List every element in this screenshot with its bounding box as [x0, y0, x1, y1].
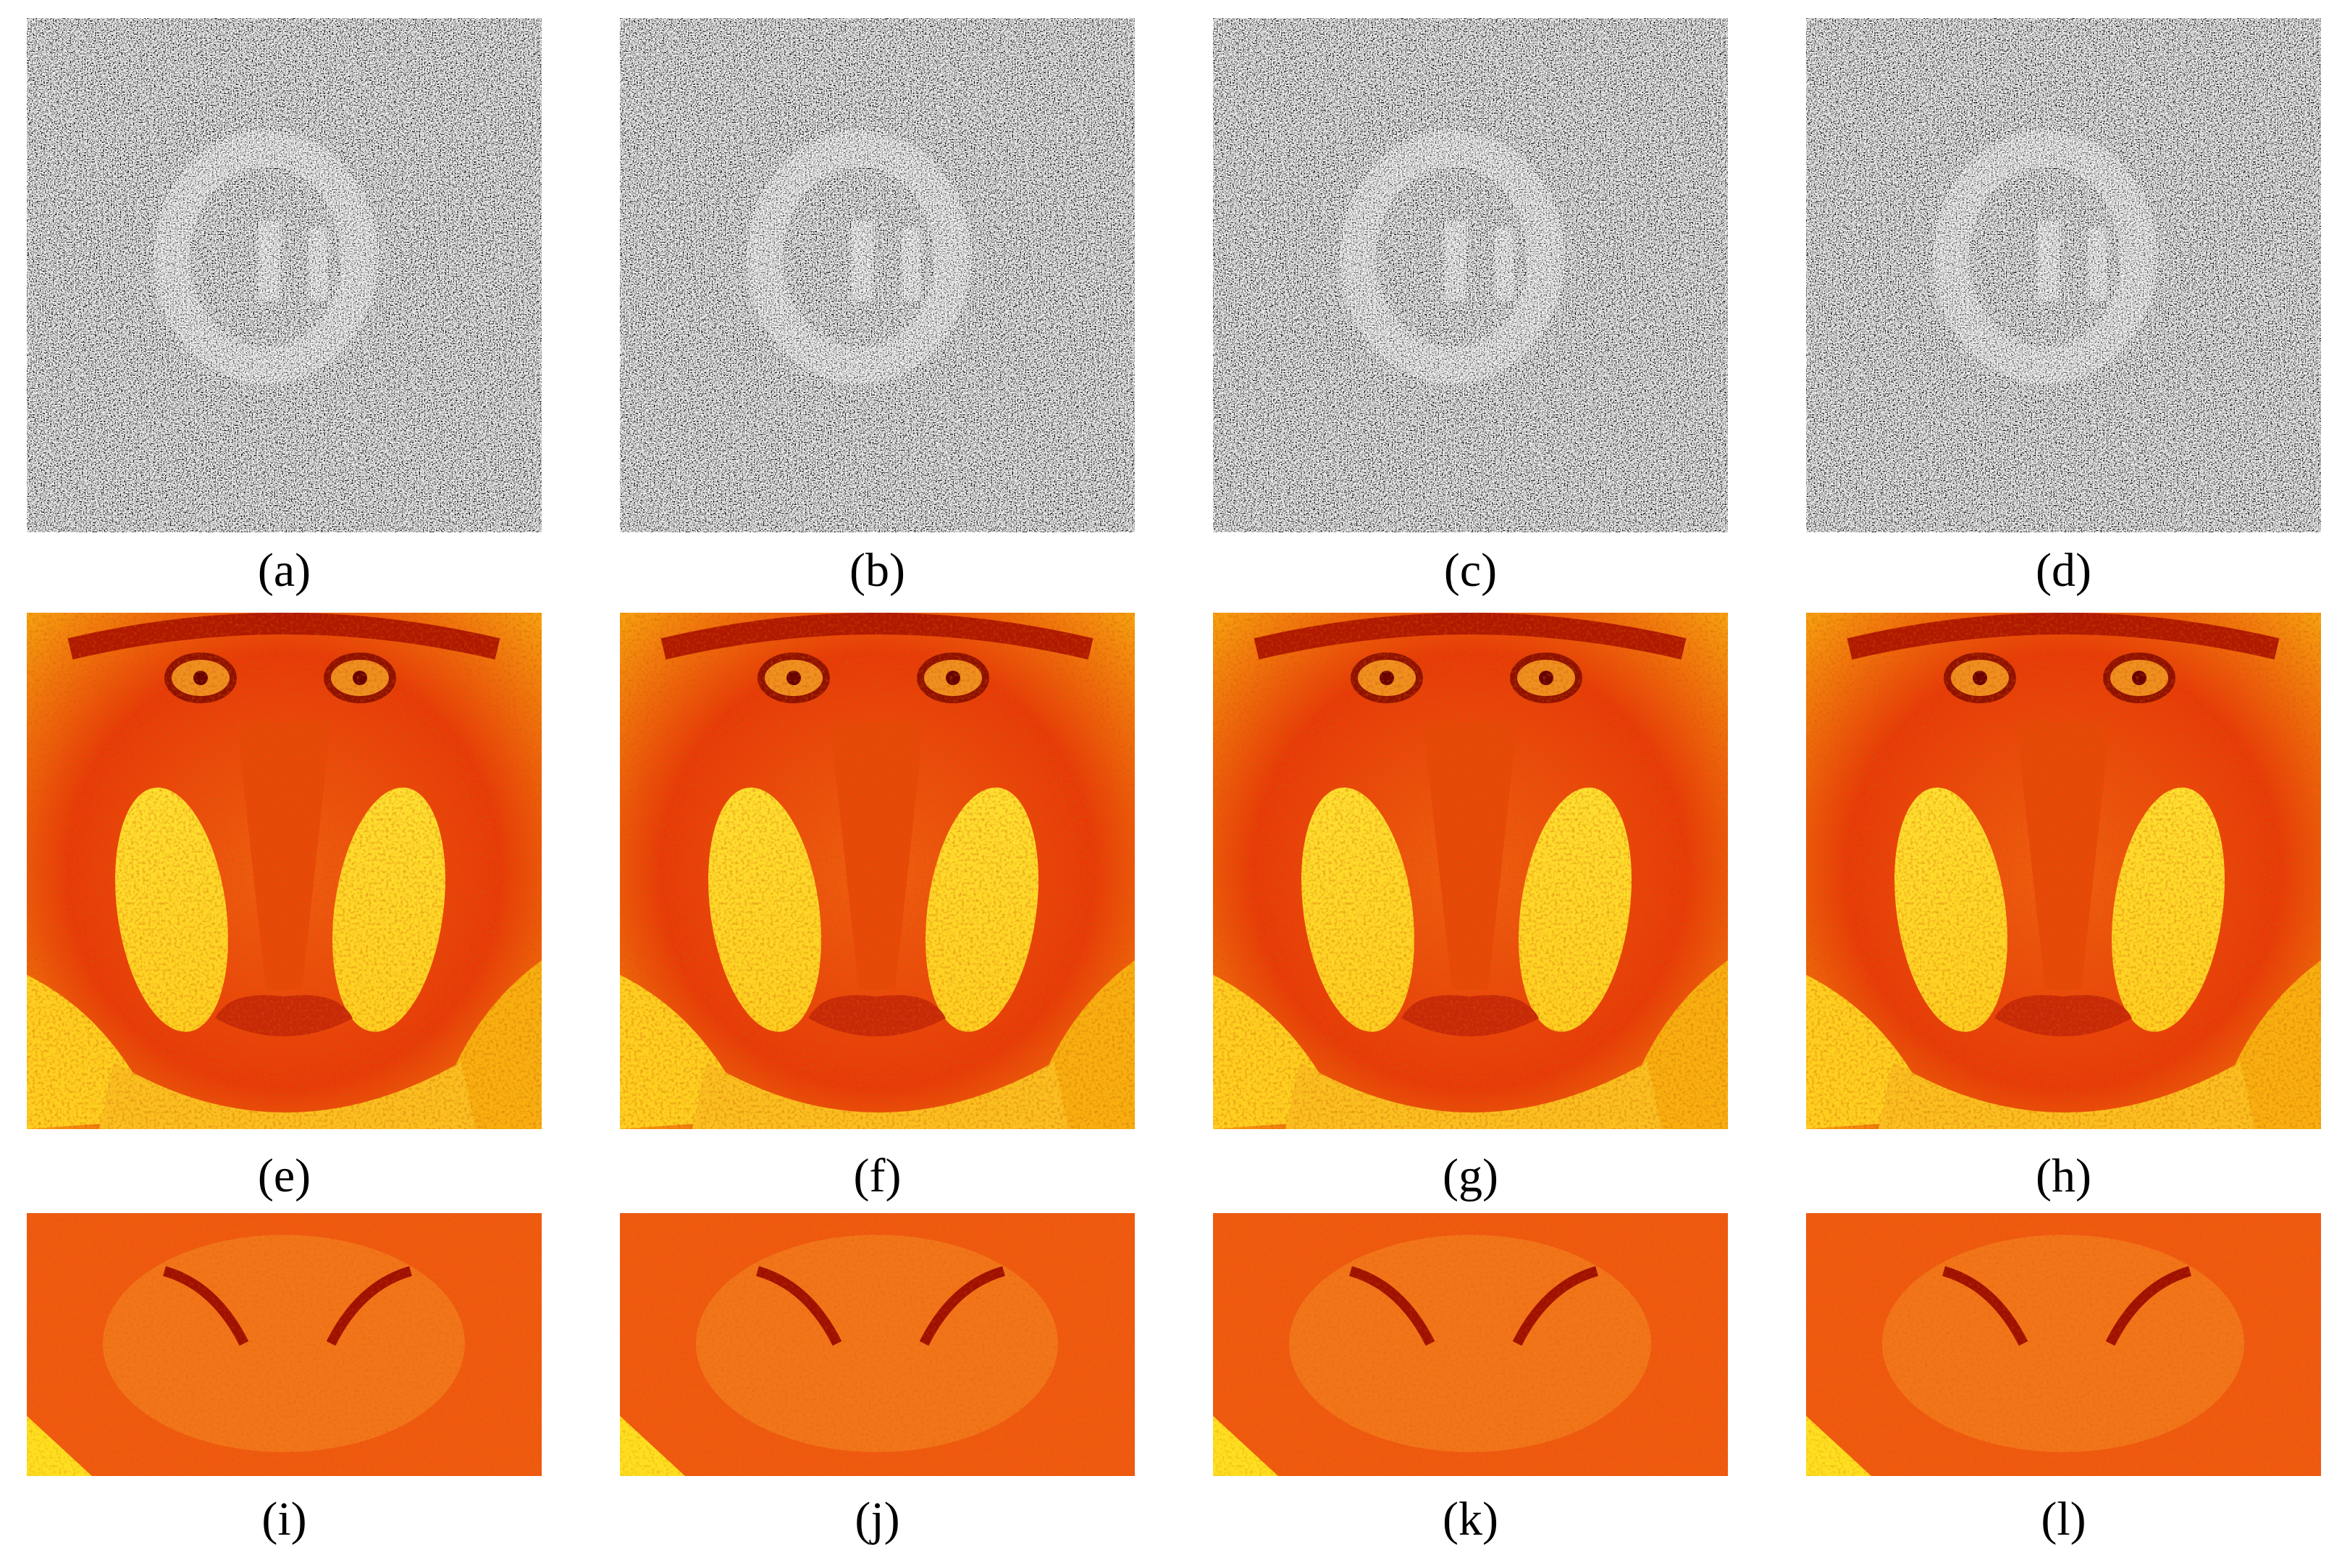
zoomed-detail	[620, 1213, 1135, 1476]
decrypted-image	[1213, 613, 1728, 1129]
panel-label: (h)	[2036, 1149, 2091, 1202]
panel-label: (g)	[1443, 1149, 1498, 1202]
panel-label: (c)	[1444, 544, 1497, 597]
ciphertext-image	[1213, 18, 1728, 532]
panel-label: (d)	[2036, 544, 2091, 597]
decrypted-image	[1806, 613, 2321, 1129]
panel-label: (k)	[1443, 1493, 1498, 1546]
panel-label: (i)	[261, 1493, 306, 1546]
panel-label: (l)	[2041, 1493, 2086, 1546]
ciphertext-image	[27, 18, 542, 532]
panel-label: (b)	[849, 544, 905, 597]
zoomed-detail	[1806, 1213, 2321, 1476]
decrypted-image	[620, 613, 1135, 1129]
panel-label: (j)	[855, 1493, 899, 1546]
zoomed-detail	[1213, 1213, 1728, 1476]
zoomed-detail	[27, 1213, 542, 1476]
ciphertext-image	[1806, 18, 2321, 532]
panel-label: (f)	[854, 1149, 902, 1202]
panel-label: (a)	[258, 544, 311, 597]
panel-label: (e)	[258, 1149, 311, 1202]
ciphertext-image	[620, 18, 1135, 532]
decrypted-image	[27, 613, 542, 1129]
